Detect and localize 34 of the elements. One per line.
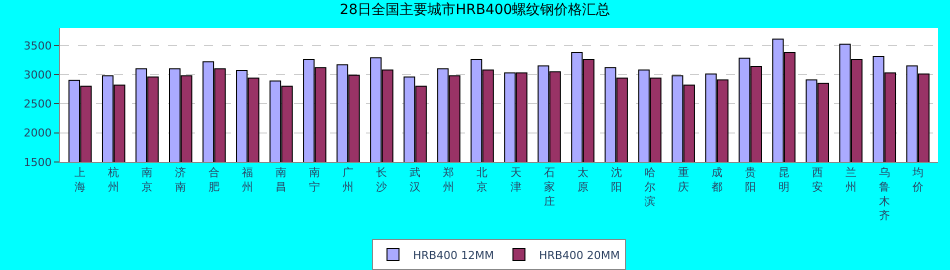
x-tick-label: 杭州 xyxy=(107,166,120,194)
x-tick-label: 昆明 xyxy=(778,166,790,194)
x-tick-label: 济南 xyxy=(175,166,186,194)
chart-title: 28日全国主要城市HRB400螺纹钢价格汇总 xyxy=(340,2,610,18)
x-tick-label: 沈阳 xyxy=(610,166,622,194)
x-tick-label: 兰州 xyxy=(845,166,856,194)
legend-label: HRB400 20MM xyxy=(538,248,620,262)
x-tick-label: 均价 xyxy=(911,166,924,194)
x-tick-label: 乌鲁木齐 xyxy=(878,166,890,222)
x-tick-label: 石家庄 xyxy=(544,166,555,208)
x-tick-label: 武汉 xyxy=(410,166,421,194)
y-tick-label: 3500 xyxy=(24,39,52,52)
x-tick-label: 福州 xyxy=(242,166,254,194)
x-tick-label: 哈尔滨 xyxy=(644,166,656,208)
x-tick-label: 南昌 xyxy=(276,166,287,194)
x-tick-label: 上海 xyxy=(74,166,86,194)
y-tick-label: 2500 xyxy=(24,98,52,111)
x-tick-label: 太原 xyxy=(577,166,588,194)
legend-label: HRB400 12MM xyxy=(413,248,494,262)
x-tick-label: 长沙 xyxy=(376,166,388,194)
x-tick-label: 西安 xyxy=(812,166,823,194)
x-tick-label: 南宁 xyxy=(309,166,320,194)
x-tick-label: 重庆 xyxy=(678,166,689,194)
y-tick-label: 2000 xyxy=(24,126,52,140)
x-tick-label: 北京 xyxy=(476,166,488,194)
x-tick-label: 郑州 xyxy=(443,166,454,194)
x-tick-label: 成都 xyxy=(711,166,722,194)
x-tick-label: 合肥 xyxy=(208,166,220,194)
x-tick-label: 贵阳 xyxy=(744,166,756,194)
y-tick-label: 3000 xyxy=(24,68,52,82)
x-tick-label: 南京 xyxy=(142,166,153,194)
x-tick-label: 天津 xyxy=(510,166,522,194)
y-tick-label: 1500 xyxy=(24,156,52,169)
x-tick-label: 广州 xyxy=(342,166,354,194)
